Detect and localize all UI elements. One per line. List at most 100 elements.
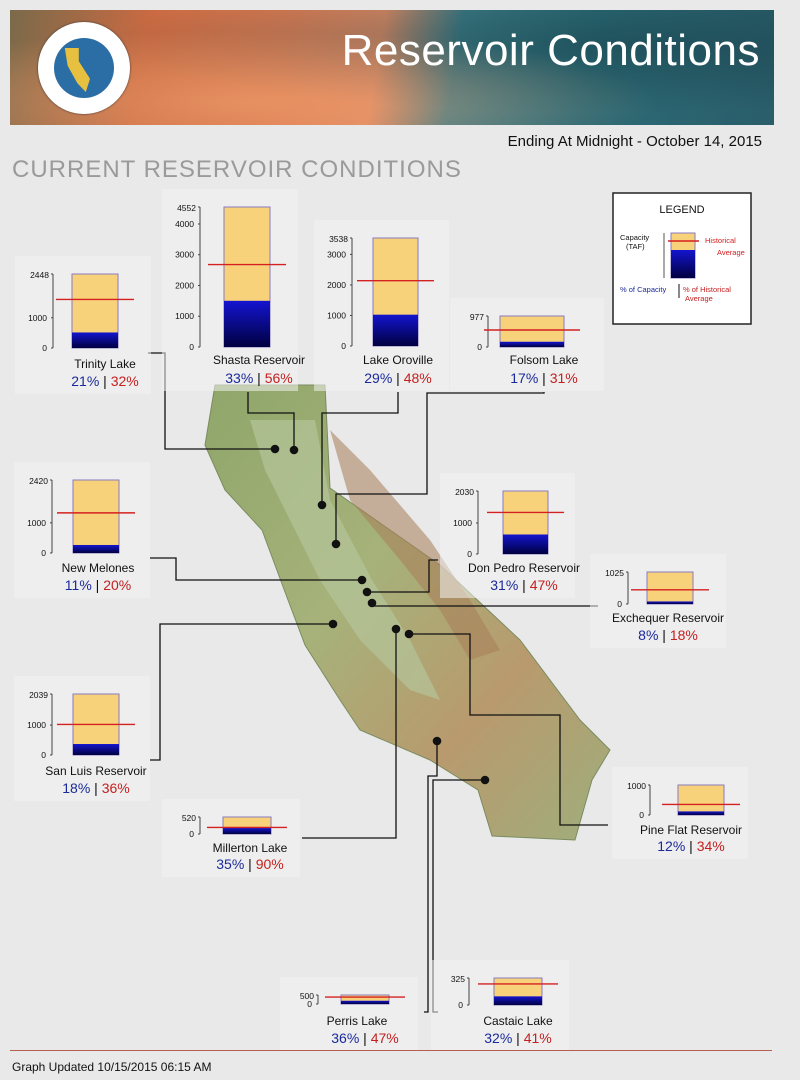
trinity-lake-percent-label: 21% | 32% [71, 373, 138, 389]
san-luis-reservoir-pct-separator: | [94, 780, 102, 796]
castaic-lake-pct-capacity: 32% [484, 1030, 516, 1046]
castaic-lake-pct-separator: | [516, 1030, 524, 1046]
header-banner: Reservoir Conditions [10, 10, 774, 125]
shasta-reservoir-storage-bar [224, 300, 270, 347]
san-luis-reservoir-connector [150, 623, 333, 761]
lake-oroville-pct-capacity: 29% [364, 370, 396, 386]
pine-flat-reservoir-location-marker [404, 629, 414, 639]
perris-lake-tick-label-0: 0 [307, 999, 312, 1009]
don-pedro-reservoir-name-label: Don Pedro Reservoir [468, 561, 580, 575]
trinity-lake-pct-capacity: 21% [71, 373, 103, 389]
millerton-lake-tick-label-0: 0 [189, 829, 194, 839]
shasta-reservoir-tick-label-3000: 3000 [175, 250, 194, 260]
folsom-lake-pct-capacity: 17% [510, 370, 542, 386]
shasta-reservoir-location-marker [289, 445, 299, 455]
millerton-lake-pct-historical: 90% [256, 856, 284, 872]
castaic-lake-location-marker [480, 775, 490, 785]
don-pedro-reservoir-capacity-label: 2030 [455, 487, 474, 497]
pine-flat-reservoir-storage-bar [678, 811, 724, 815]
millerton-lake-pct-capacity: 35% [216, 856, 248, 872]
legend-title: LEGEND [659, 204, 704, 216]
folsom-lake-storage-bar [500, 341, 564, 347]
castaic-lake-pct-historical: 41% [524, 1030, 552, 1046]
millerton-lake-pct-separator: | [248, 856, 256, 872]
lake-oroville-pct-separator: | [396, 370, 404, 386]
graph-updated-text: Graph Updated 10/15/2015 06:15 AM [12, 1060, 212, 1074]
castaic-lake-name-label: Castaic Lake [483, 1014, 553, 1028]
lake-oroville-connector [321, 392, 399, 505]
san-luis-reservoir-name-label: San Luis Reservoir [45, 764, 146, 778]
perris-lake-panel [280, 977, 418, 1051]
san-luis-reservoir-capacity-label: 2039 [29, 690, 48, 700]
don-pedro-reservoir-connector [367, 559, 438, 593]
new-melones-tick-label-1000: 1000 [27, 518, 46, 528]
exchequer-reservoir-capacity-bar [646, 571, 694, 605]
new-melones-storage-bar [73, 544, 119, 553]
lake-oroville-capacity-label: 3538 [329, 234, 348, 244]
new-melones-pct-historical: 20% [103, 577, 131, 593]
pine-flat-reservoir-pct-historical: 34% [697, 838, 725, 854]
exchequer-reservoir-name-label: Exchequer Reservoir [612, 611, 724, 625]
san-luis-reservoir-tick-label-0: 0 [41, 750, 46, 760]
shasta-reservoir-connector [247, 392, 295, 450]
new-melones-pct-capacity: 11% [65, 577, 96, 593]
lake-oroville-tick-label-1000: 1000 [327, 310, 346, 320]
new-melones-location-marker [357, 575, 367, 585]
lake-oroville-percent-label: 29% | 48% [364, 370, 431, 386]
folsom-lake-connector [335, 392, 545, 544]
legend-capacity-label: Capacity (TAF) [620, 233, 649, 251]
millerton-lake-location-marker [391, 624, 401, 634]
lake-oroville-pct-historical: 48% [404, 370, 432, 386]
millerton-lake-name-label: Millerton Lake [213, 841, 288, 855]
millerton-lake-storage-bar [223, 828, 271, 834]
shasta-reservoir-percent-label: 33% | 56% [225, 370, 292, 386]
perris-lake-capacity-label: 500 [300, 991, 314, 1001]
don-pedro-reservoir-tick-label-1000: 1000 [453, 518, 472, 528]
perris-lake-pct-separator: | [363, 1030, 371, 1046]
exchequer-reservoir-percent-label: 8% | 18% [638, 627, 698, 643]
new-melones-capacity-bar [72, 479, 120, 554]
new-melones-connector [150, 557, 362, 581]
don-pedro-reservoir-pct-historical: 47% [530, 577, 558, 593]
shasta-reservoir-tick-label-0: 0 [189, 342, 194, 352]
millerton-lake-connector [302, 629, 397, 839]
san-luis-reservoir-tick-label-1000: 1000 [27, 720, 46, 730]
dwr-seal-logo [38, 22, 130, 114]
exchequer-reservoir-chart: 1025 0 Exchequer Reservoir 8% | 18% [590, 554, 726, 648]
trinity-lake-location-marker [270, 444, 280, 454]
folsom-lake-capacity-label: 977 [470, 312, 484, 322]
pine-flat-reservoir-capacity-label: 1000 [627, 781, 646, 791]
shasta-reservoir-tick-label-4000: 4000 [175, 219, 194, 229]
new-melones-percent-label: 11% | 20% [65, 577, 131, 593]
pine-flat-reservoir-tick-label-0: 0 [639, 810, 644, 820]
millerton-lake-percent-label: 35% | 90% [216, 856, 283, 872]
trinity-lake-storage-bar [72, 332, 118, 348]
perris-lake-percent-label: 36% | 47% [331, 1030, 398, 1046]
legend-storage-bar [671, 250, 695, 278]
trinity-lake-tick-label-1000: 1000 [28, 313, 47, 323]
trinity-lake-connector [148, 352, 275, 450]
perris-lake-connector [424, 741, 438, 1013]
castaic-lake-percent-label: 32% | 41% [484, 1030, 551, 1046]
perris-lake-name-label: Perris Lake [327, 1014, 388, 1028]
perris-lake-storage-bar [341, 1000, 389, 1004]
section-title: CURRENT RESERVOIR CONDITIONS [12, 156, 462, 183]
don-pedro-reservoir-percent-label: 31% | 47% [490, 577, 557, 593]
seal-emblem [54, 38, 114, 98]
legend-pct-historical: % of Historical Average [683, 285, 731, 303]
san-luis-reservoir-pct-capacity: 18% [62, 780, 94, 796]
pine-flat-reservoir-name-label: Pine Flat Reservoir [640, 823, 742, 837]
lake-oroville-tick-label-0: 0 [341, 341, 346, 351]
page-title: Reservoir Conditions [341, 26, 760, 75]
folsom-lake-location-marker [331, 539, 341, 549]
legend-pct-capacity: % of Capacity [620, 285, 667, 294]
pine-flat-reservoir-pct-separator: | [689, 838, 697, 854]
folsom-lake-chart: 977 0 Folsom Lake 17% | 31% [450, 298, 604, 391]
lake-oroville-tick-label-2000: 2000 [327, 280, 346, 290]
don-pedro-reservoir-pct-separator: | [522, 577, 530, 593]
